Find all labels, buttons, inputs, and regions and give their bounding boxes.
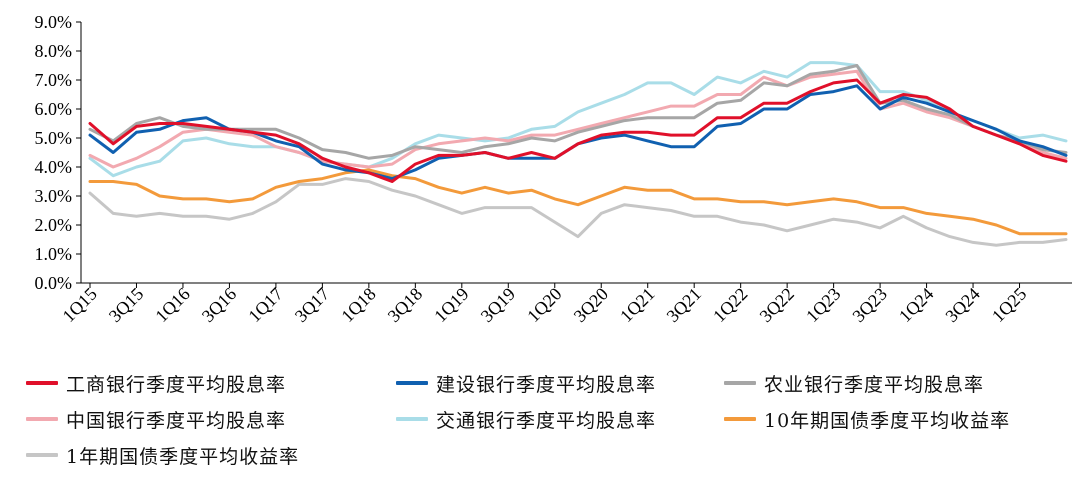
y-tick-label: 1.0% — [35, 244, 73, 264]
legend-swatch — [26, 381, 58, 385]
y-tick-label: 3.0% — [35, 186, 73, 206]
legend-swatch — [724, 381, 756, 385]
y-tick-label: 7.0% — [35, 70, 73, 90]
series-line-4 — [88, 69, 1068, 169]
x-tick-label: 3Q22 — [756, 284, 798, 326]
series-line-1 — [88, 78, 1068, 183]
legend-label: 农业银行季度平均股息率 — [764, 373, 985, 396]
legend-label: 交通银行季度平均股息率 — [436, 409, 657, 432]
x-tick-label: 1Q19 — [430, 284, 472, 326]
y-tick-label: 6.0% — [35, 99, 73, 119]
x-tick-label: 1Q20 — [523, 284, 565, 326]
y-axis-ticks: 0.0% 1.0% 2.0% 3.0% 4.0% 5.0% 6.0% 7.0% 8.0% 9.0% — [35, 12, 81, 293]
line-chart: 0.0% 1.0% 2.0% 3.0% 4.0% 5.0% 6.0% 7.0% 8.0% 9.0%… — [35, 12, 1072, 326]
x-tick-label: 3Q19 — [477, 284, 519, 326]
legend-swatch — [26, 453, 58, 457]
y-tick-label: 9.0% — [35, 12, 73, 32]
x-tick-label: 3Q16 — [198, 284, 240, 326]
x-tick-label: 1Q17 — [244, 284, 286, 326]
y-tick-label: 5.0% — [35, 128, 73, 148]
x-tick-label: 3Q18 — [384, 284, 426, 326]
legend-item: 工商银行季度平均股息率 — [26, 368, 286, 398]
legend-item: 交通银行季度平均股息率 — [396, 404, 656, 434]
x-tick-label: 1Q21 — [616, 284, 658, 326]
series-line-6 — [88, 168, 1068, 236]
x-tick-label: 1Q16 — [151, 284, 193, 326]
legend-item: 10年期国债季度平均收益率 — [724, 404, 1010, 434]
legend-item: 中国银行季度平均股息率 — [26, 404, 286, 434]
series-lines — [88, 61, 1068, 247]
x-tick-label: 3Q21 — [663, 284, 705, 326]
x-tick-label: 1Q23 — [802, 284, 844, 326]
y-tick-label: 4.0% — [35, 157, 73, 177]
x-tick-label: 3Q23 — [848, 284, 890, 326]
legend: 工商银行季度平均股息率 建设银行季度平均股息率 农业银行季度平均股息率中国银行季度平… — [0, 364, 1080, 484]
axes — [80, 22, 1072, 284]
x-tick-label: 1Q18 — [337, 284, 379, 326]
legend-item: 1年期国债季度平均收益率 — [26, 440, 299, 470]
legend-swatch — [396, 381, 428, 385]
x-tick-label: 3Q15 — [105, 284, 147, 326]
x-tick-label: 1Q22 — [709, 284, 751, 326]
legend-swatch — [724, 417, 756, 421]
x-axis-ticks: 1Q15 3Q15 1Q16 3Q16 1Q17 3Q17 1Q18 3Q18 1Q19 3Q19… — [58, 283, 1030, 326]
x-tick-label: 3Q24 — [941, 284, 983, 326]
legend-item: 农业银行季度平均股息率 — [724, 368, 984, 398]
series-line-7 — [88, 177, 1068, 247]
x-tick-label: 3Q17 — [291, 284, 333, 326]
y-tick-label: 2.0% — [35, 215, 73, 235]
legend-swatch — [396, 417, 428, 421]
legend-label: 工商银行季度平均股息率 — [66, 373, 287, 396]
legend-label: 中国银行季度平均股息率 — [66, 409, 287, 432]
x-tick-label: 1Q24 — [895, 284, 937, 326]
y-tick-label: 8.0% — [35, 41, 73, 61]
legend-item: 建设银行季度平均股息率 — [396, 368, 656, 398]
legend-swatch — [26, 417, 58, 421]
legend-label: 10年期国债季度平均收益率 — [764, 409, 1011, 432]
y-tick-label: 0.0% — [35, 273, 73, 293]
series-line-5 — [88, 61, 1068, 178]
legend-label: 建设银行季度平均股息率 — [436, 373, 657, 396]
x-tick-label: 1Q25 — [988, 284, 1030, 326]
legend-label: 1年期国债季度平均收益率 — [66, 445, 300, 468]
series-line-3 — [88, 64, 1068, 160]
x-tick-label: 3Q20 — [570, 284, 612, 326]
